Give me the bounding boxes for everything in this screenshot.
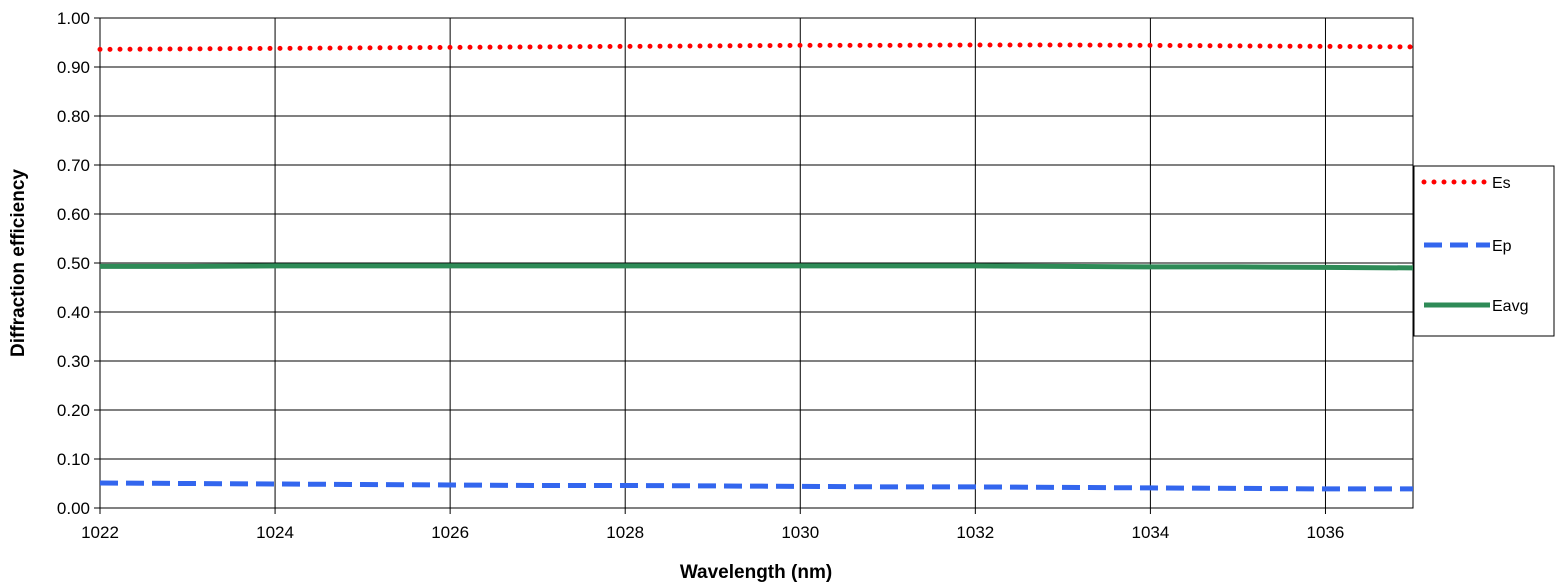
y-axis-title: Diffraction efficiency (8, 169, 29, 357)
y-tick-label: 0.30 (57, 352, 90, 371)
y-tick-label: 0.60 (57, 205, 90, 224)
legend-label-eavg: Eavg (1492, 298, 1528, 315)
x-tick-label: 1024 (256, 523, 294, 542)
legend: Es Ep Eavg (1413, 165, 1555, 337)
y-tick-label: 0.90 (57, 58, 90, 77)
x-axis-tick-labels: 1022 1024 1026 1028 1030 1032 1034 1036 (81, 523, 1344, 542)
y-tick-label: 0.00 (57, 499, 90, 518)
x-axis-title: Wavelength (nm) (680, 562, 832, 583)
y-tick-label: 0.50 (57, 254, 90, 273)
y-tick-label: 0.40 (57, 303, 90, 322)
y-tick-label: 0.10 (57, 450, 90, 469)
plot-area-frame (99, 17, 1414, 509)
series-line-eavg (100, 263, 1414, 271)
y-tick-label: 0.80 (57, 107, 90, 126)
legend-label-es: Es (1492, 175, 1511, 192)
series-line-ep (99, 480, 1413, 492)
y-tick-label: 0.20 (57, 401, 90, 420)
x-tick-label: 1032 (956, 523, 994, 542)
x-tick-label: 1034 (1131, 523, 1169, 542)
series-lines (97, 42, 1416, 492)
series-line-es (97, 42, 1416, 52)
y-axis-tick-labels: 0.00 0.10 0.20 0.30 0.40 0.50 0.60 0.70 0.80 0.90… (57, 9, 90, 518)
y-tick-label: 0.70 (57, 156, 90, 175)
x-tick-label: 1026 (431, 523, 469, 542)
legend-label-ep: Ep (1492, 238, 1512, 255)
x-tick-label: 1022 (81, 523, 119, 542)
legend-box (1413, 165, 1555, 337)
x-tick-label: 1028 (606, 523, 644, 542)
x-tick-label: 1030 (781, 523, 819, 542)
y-tick-label: 1.00 (57, 9, 90, 28)
x-tick-label: 1036 (1307, 523, 1345, 542)
